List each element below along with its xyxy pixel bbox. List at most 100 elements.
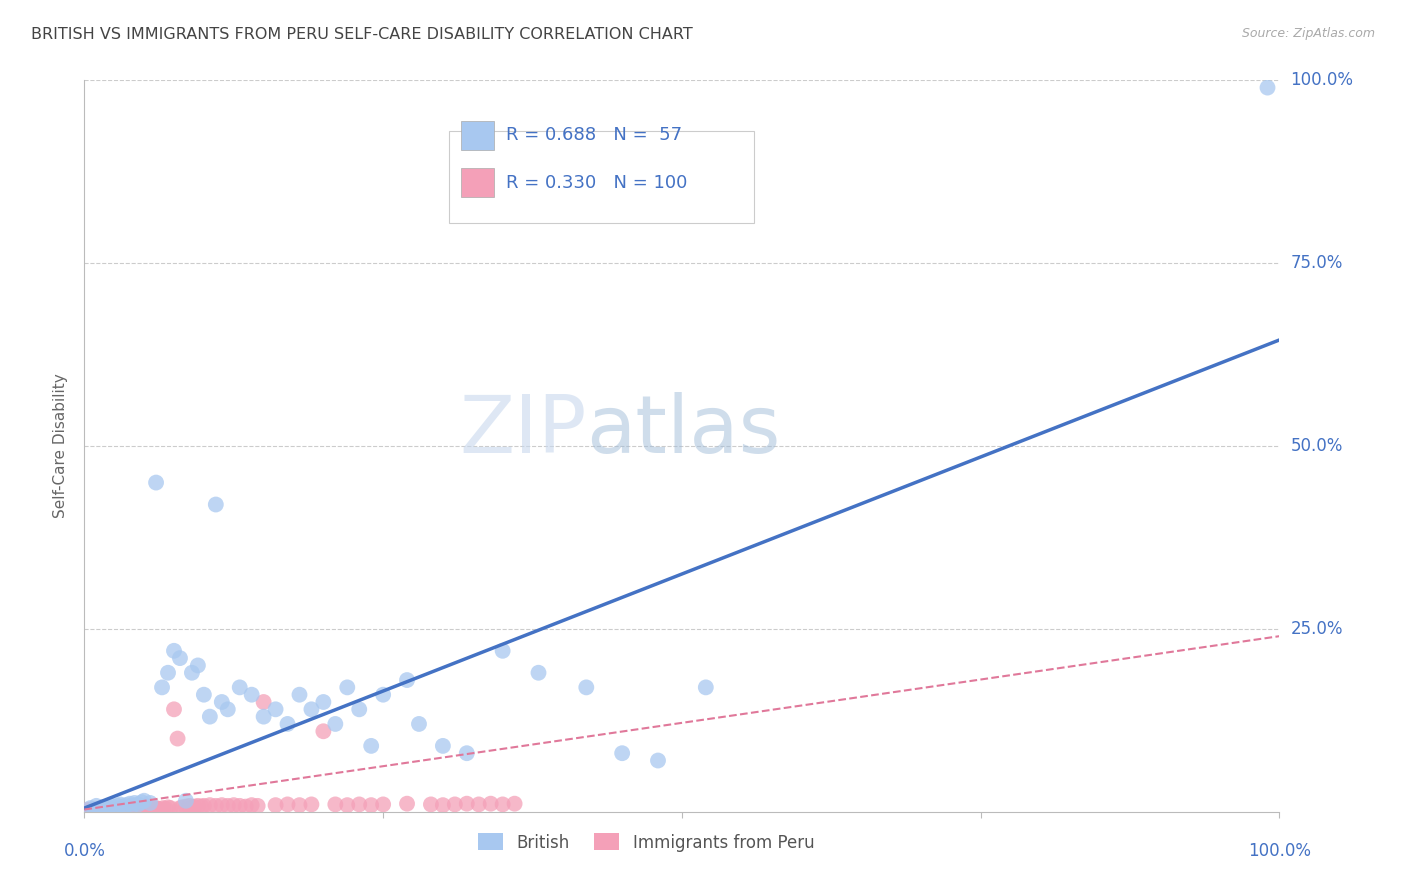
Point [349, 797, 371, 812]
Point [122, 802, 145, 816]
Point [139, 796, 162, 810]
Point [193, 798, 215, 813]
Point [91, 800, 114, 814]
Point [125, 803, 148, 817]
Point [127, 804, 149, 818]
Point [456, 746, 478, 760]
Point [253, 709, 276, 723]
Point [288, 688, 311, 702]
Point [235, 799, 257, 814]
Text: 50.0%: 50.0% [1291, 437, 1343, 455]
Point [360, 739, 382, 753]
Point [193, 688, 215, 702]
Text: 0.0%: 0.0% [63, 842, 105, 860]
Point [360, 798, 382, 813]
Point [325, 797, 347, 812]
Point [264, 702, 287, 716]
Text: Source: ZipAtlas.com: Source: ZipAtlas.com [1241, 27, 1375, 40]
Point [111, 803, 134, 817]
Point [264, 798, 287, 813]
Point [198, 709, 221, 723]
Point [211, 798, 233, 813]
Point [336, 681, 359, 695]
Text: ZIP: ZIP [458, 392, 586, 470]
Point [253, 695, 276, 709]
Point [125, 803, 148, 817]
Point [110, 797, 132, 812]
Point [575, 681, 598, 695]
Point [444, 797, 467, 812]
Point [128, 803, 150, 817]
Point [93, 803, 115, 817]
Text: 75.0%: 75.0% [1291, 254, 1343, 272]
Point [89, 803, 111, 817]
Point [163, 702, 186, 716]
Point [101, 803, 124, 817]
Point [96, 804, 118, 818]
Point [187, 798, 209, 813]
Point [183, 799, 205, 814]
Point [150, 681, 173, 695]
Text: BRITISH VS IMMIGRANTS FROM PERU SELF-CARE DISABILITY CORRELATION CHART: BRITISH VS IMMIGRANTS FROM PERU SELF-CAR… [31, 27, 693, 42]
Point [408, 717, 430, 731]
Point [129, 803, 152, 817]
Point [1257, 80, 1279, 95]
Point [373, 688, 395, 702]
Point [105, 804, 128, 818]
Point [396, 673, 419, 687]
Point [181, 800, 204, 814]
Point [91, 804, 114, 818]
Point [174, 799, 197, 814]
Point [135, 801, 157, 815]
Text: 100.0%: 100.0% [1249, 842, 1310, 860]
Point [115, 803, 138, 817]
Point [77, 803, 100, 817]
Point [157, 800, 180, 814]
Point [396, 797, 419, 811]
Point [149, 803, 172, 817]
Point [174, 794, 197, 808]
Point [312, 724, 335, 739]
Point [336, 798, 359, 813]
Point [246, 798, 269, 813]
Point [132, 803, 156, 817]
Text: 25.0%: 25.0% [1291, 620, 1343, 638]
Point [145, 475, 167, 490]
Point [114, 804, 136, 818]
Point [79, 801, 101, 815]
Point [420, 797, 443, 812]
Point [86, 803, 108, 817]
Point [82, 803, 104, 817]
Point [94, 803, 117, 817]
Point [132, 802, 155, 816]
Point [181, 665, 204, 680]
Point [288, 798, 311, 813]
Point [77, 804, 100, 818]
Point [131, 795, 153, 809]
Point [117, 803, 139, 817]
Point [131, 803, 153, 817]
Point [527, 665, 550, 680]
Point [107, 798, 129, 813]
Point [503, 797, 526, 811]
Point [479, 797, 502, 811]
Point [222, 798, 245, 813]
Text: 100.0%: 100.0% [1291, 71, 1354, 89]
Point [166, 731, 188, 746]
Point [107, 803, 129, 817]
Point [121, 803, 143, 817]
Point [110, 802, 132, 816]
Point [138, 802, 160, 816]
Point [115, 798, 138, 813]
Point [76, 803, 98, 817]
Point [217, 798, 239, 813]
Point [86, 798, 108, 813]
Point [240, 688, 263, 702]
Point [432, 739, 454, 753]
Point [142, 802, 165, 816]
Point [90, 803, 112, 817]
Y-axis label: Self-Care Disability: Self-Care Disability [53, 374, 69, 518]
Point [100, 803, 122, 817]
Point [217, 702, 239, 716]
Point [187, 658, 209, 673]
